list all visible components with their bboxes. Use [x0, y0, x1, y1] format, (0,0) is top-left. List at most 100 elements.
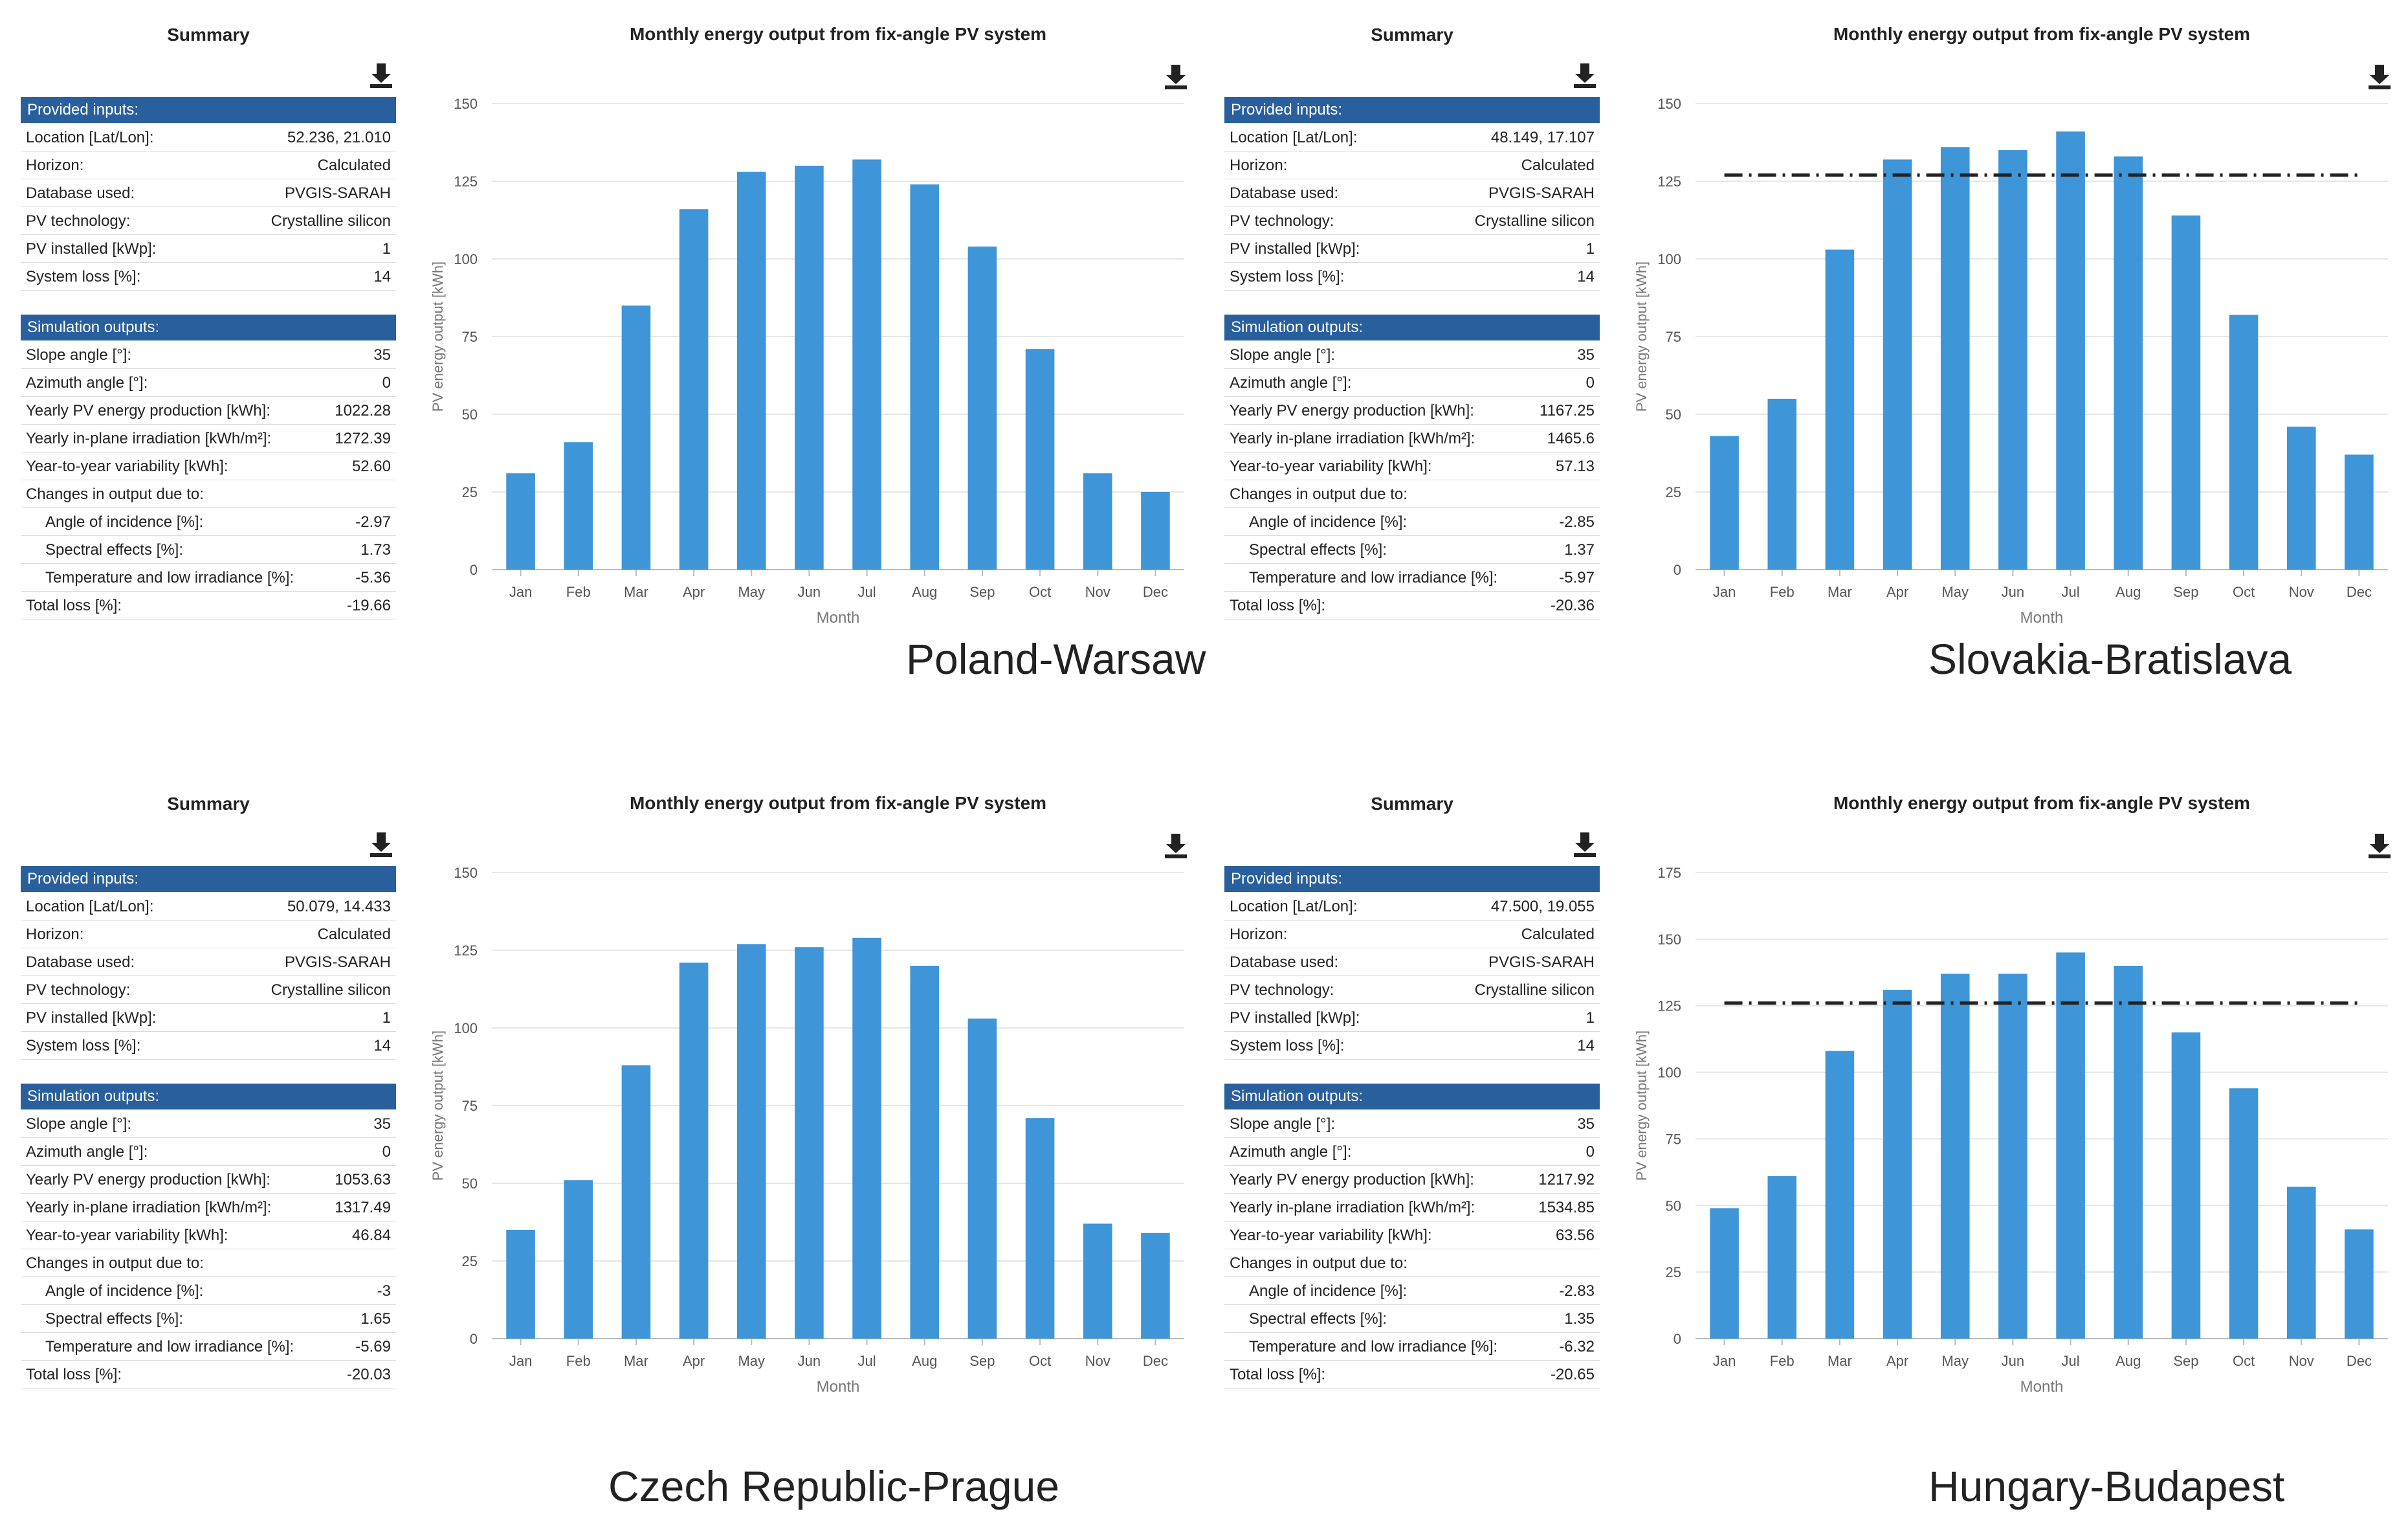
row-label: Azimuth angle [°]: [26, 374, 148, 392]
bar-sep[interactable] [967, 246, 997, 570]
bar-feb[interactable] [1767, 1176, 1797, 1339]
bar-oct[interactable] [2229, 1088, 2259, 1339]
row-value: 1 [382, 1009, 391, 1027]
bar-nov[interactable] [1083, 1223, 1112, 1339]
download-base [1574, 84, 1596, 88]
bar-may[interactable] [1940, 974, 1970, 1339]
bar-jun[interactable] [795, 947, 824, 1339]
download-base [370, 853, 392, 857]
bar-sep[interactable] [967, 1018, 997, 1339]
chart-download-icon[interactable] [2369, 65, 2391, 89]
row-label: Yearly PV energy production [kWh]: [1230, 1171, 1474, 1188]
y-tick-label: 175 [1657, 865, 1681, 881]
x-tick-label: Jan [1713, 584, 1736, 600]
row-label: PV technology: [26, 981, 131, 999]
chart-download-icon[interactable] [1165, 65, 1187, 89]
row-value: 0 [382, 374, 391, 392]
row-label: Database used: [26, 184, 135, 202]
bar-sep[interactable] [2171, 1032, 2201, 1339]
bar-aug[interactable] [910, 966, 940, 1339]
summary-download-icon[interactable] [370, 63, 392, 88]
bar-apr[interactable] [679, 209, 709, 570]
x-tick-label: Oct [2233, 584, 2255, 600]
chart-download-icon[interactable] [1165, 834, 1187, 858]
bar-jul[interactable] [2056, 131, 2085, 570]
bar-feb[interactable] [1767, 399, 1797, 570]
row-label: Angle of incidence [%]: [1249, 1282, 1408, 1300]
bar-oct[interactable] [1025, 1118, 1055, 1339]
bar-may[interactable] [736, 944, 766, 1339]
y-tick-label: 150 [454, 865, 478, 881]
bar-mar[interactable] [1825, 249, 1855, 570]
x-tick-label: May [738, 584, 765, 600]
bar-jan[interactable] [1710, 436, 1739, 570]
bar-oct[interactable] [1025, 349, 1055, 570]
bar-jul[interactable] [852, 937, 881, 1339]
bar-mar[interactable] [1825, 1051, 1855, 1339]
bar-aug[interactable] [2114, 966, 2143, 1339]
bar-may[interactable] [736, 172, 766, 570]
bar-jan[interactable] [1710, 1208, 1739, 1339]
download-arrow-head [371, 74, 391, 83]
summary-row: PV technology: Crystalline silicon [1224, 208, 1600, 235]
row-value: Crystalline silicon [1474, 981, 1595, 999]
bar-jul[interactable] [852, 159, 881, 570]
row-value: -2.83 [1559, 1282, 1595, 1300]
row-value: Calculated [317, 157, 391, 174]
row-value: -19.66 [346, 597, 391, 614]
row-label: Temperature and low irradiance [%]: [1249, 1338, 1498, 1355]
bar-jun[interactable] [795, 166, 824, 570]
bar-mar[interactable] [621, 306, 651, 570]
chart-svg: Monthly energy output from fix-angle PV … [1633, 24, 2388, 627]
bar-jun[interactable] [1998, 150, 2027, 570]
summary-download-icon[interactable] [1574, 832, 1596, 857]
summary-download-icon[interactable] [370, 832, 392, 857]
bar-jan[interactable] [506, 473, 535, 570]
bar-dec[interactable] [2345, 454, 2374, 570]
y-tick-label: 0 [1673, 562, 1681, 578]
bar-apr[interactable] [1883, 990, 1912, 1339]
y-axis-label: PV energy output [kWh] [430, 262, 446, 412]
bar-nov[interactable] [2286, 427, 2316, 570]
bar-apr[interactable] [679, 963, 709, 1339]
row-label: Yearly PV energy production [kWh]: [26, 402, 271, 419]
summary-download-icon[interactable] [1574, 63, 1596, 88]
bar-apr[interactable] [1883, 159, 1912, 570]
chart-title: Monthly energy output from fix-angle PV … [1833, 793, 2250, 813]
summary-row: Angle of incidence [%]: -3 [21, 1278, 396, 1305]
row-value: 1.65 [360, 1310, 391, 1328]
bar-mar[interactable] [621, 1065, 651, 1339]
bar-feb[interactable] [564, 442, 593, 570]
row-label: Azimuth angle [°]: [1230, 1143, 1352, 1161]
x-tick-label: Apr [683, 1353, 705, 1369]
row-value: 35 [373, 346, 391, 364]
summary-row: System loss [%]: 14 [21, 263, 396, 291]
chart-download-icon[interactable] [2369, 834, 2391, 858]
bar-jun[interactable] [1998, 974, 2027, 1339]
bar-may[interactable] [1940, 147, 1970, 570]
summary-panel: Summary Provided inputs: Location [Lat/Lon… [1224, 769, 1600, 1416]
summary-row: Location [Lat/Lon]: 48.149, 17.107 [1224, 124, 1600, 151]
bar-dec[interactable] [2345, 1229, 2374, 1339]
row-value: 1217.92 [1538, 1171, 1595, 1188]
y-tick-label: 125 [1657, 173, 1681, 190]
bar-jan[interactable] [506, 1230, 535, 1339]
x-tick-label: Jul [2062, 1353, 2080, 1369]
row-value: 1.73 [360, 541, 391, 559]
bar-feb[interactable] [564, 1180, 593, 1339]
bar-nov[interactable] [1083, 473, 1112, 570]
bar-dec[interactable] [1141, 492, 1170, 570]
download-arrow-head [1166, 75, 1186, 84]
row-label: Total loss [%]: [26, 597, 122, 614]
y-tick-label: 75 [462, 1098, 478, 1114]
row-value: 46.84 [351, 1227, 391, 1244]
bar-aug[interactable] [910, 184, 940, 570]
bar-jul[interactable] [2056, 952, 2085, 1339]
bar-aug[interactable] [2114, 156, 2143, 570]
download-base [2369, 854, 2391, 858]
bar-oct[interactable] [2229, 315, 2259, 570]
bar-nov[interactable] [2286, 1187, 2316, 1339]
summary-row: Azimuth angle [°]: 0 [1224, 370, 1600, 397]
bar-sep[interactable] [2171, 215, 2201, 570]
bar-dec[interactable] [1141, 1232, 1170, 1339]
